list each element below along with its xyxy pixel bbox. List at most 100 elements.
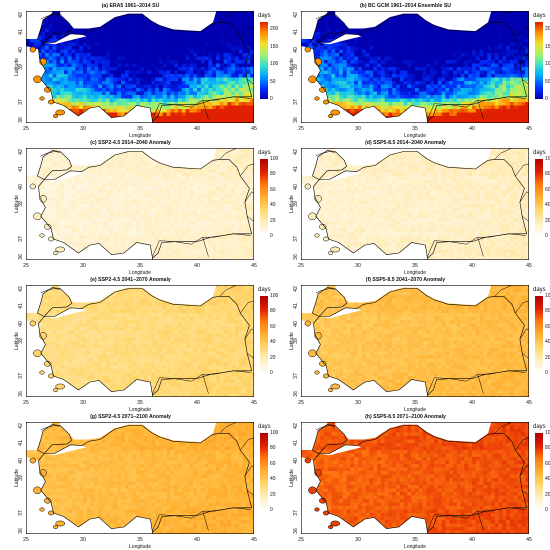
map-panel-d: (d) SSP5-8.5 2014–2040 Anomaly 25 30 35 40 45… — [283, 140, 550, 276]
map-frame — [26, 11, 254, 123]
island-0 — [33, 349, 42, 358]
island-5 — [304, 320, 311, 327]
colorbar-unit: days — [533, 13, 546, 19]
island-6 — [53, 388, 59, 392]
coastline-anatolia — [38, 425, 253, 533]
island-3 — [55, 520, 66, 527]
island-3 — [330, 383, 341, 390]
y-tick-label: 40 — [292, 320, 299, 327]
y-tick-label: 42 — [292, 11, 299, 18]
colorbar-tick-label: 40 — [270, 476, 276, 483]
border-7 — [202, 237, 209, 257]
island-5 — [304, 457, 311, 464]
island-5 — [304, 183, 311, 190]
panel-title: (b) BC GCM 1961–2014 Ensemble SU — [359, 3, 452, 9]
map-svg — [301, 148, 529, 260]
sea-mask-0 — [60, 11, 217, 32]
y-tick-label: 41 — [17, 303, 24, 309]
colorbar-tick-label: 80 — [270, 445, 276, 452]
colorbar-tick-label: 100 — [270, 156, 279, 162]
map-frame — [301, 422, 529, 534]
border-2 — [151, 526, 159, 534]
island-5 — [29, 320, 36, 327]
colorbar-tick-label: 80 — [270, 308, 276, 315]
coastline-anatolia — [38, 151, 253, 259]
y-tick-label: 36 — [17, 527, 24, 534]
island-3 — [330, 109, 341, 116]
map-area: 25 30 35 40 45 36 37 39 40 41 42 Latitude Longitude — [289, 422, 532, 550]
x-tick-label: 25 — [23, 536, 29, 543]
y-axis-label: Latitude — [14, 332, 20, 350]
border-7 — [477, 374, 484, 394]
panel-title: (f) SSP5-8.5 2041–2070 Anomaly — [365, 277, 446, 283]
colorbar — [535, 296, 543, 373]
island-3 — [330, 246, 341, 253]
coastline-anatolia — [38, 288, 253, 396]
y-tick-label: 36 — [17, 390, 24, 397]
y-tick-label: 40 — [292, 183, 299, 190]
y-tick-label: 42 — [17, 148, 24, 155]
x-axis-label: Longitude — [404, 406, 426, 413]
border-2 — [151, 252, 159, 260]
x-tick-label: 35 — [137, 536, 143, 543]
x-axis-label: Longitude — [404, 543, 426, 550]
y-tick-label: 36 — [292, 116, 299, 123]
x-tick-label: 45 — [251, 399, 257, 406]
colorbar-tick-label: 80 — [270, 171, 276, 178]
y-axis-label: Latitude — [14, 195, 20, 213]
sea-mask-0 — [60, 422, 217, 443]
island-0 — [308, 349, 317, 358]
x-tick-label: 45 — [251, 262, 257, 269]
y-tick-label: 37 — [292, 99, 299, 105]
x-axis-label: Longitude — [129, 543, 151, 550]
border-5 — [244, 191, 254, 203]
map-svg — [26, 148, 254, 260]
border-4 — [240, 26, 254, 40]
y-tick-label: 36 — [292, 253, 299, 260]
x-tick-label: 35 — [137, 125, 143, 132]
map-panel-a: (a) ERA5 1961–2014 SU 25 30 35 40 45 36 37 39 40 4… — [8, 3, 278, 139]
colorbar-tick-label: 60 — [270, 460, 276, 467]
colorbar-tick-label: 60 — [270, 323, 276, 330]
colorbar-tick-label: 0 — [270, 233, 273, 239]
island-6 — [328, 388, 334, 392]
colorbar-tick-label: 150 — [545, 43, 550, 50]
x-tick-label: 30 — [80, 262, 86, 269]
map-svg — [26, 11, 254, 123]
y-axis-label: Latitude — [289, 195, 295, 213]
x-tick-label: 35 — [412, 262, 418, 269]
border-4 — [240, 437, 254, 451]
y-tick-label: 41 — [292, 440, 299, 446]
colorbar-tick-label: 50 — [270, 78, 276, 85]
y-tick-label: 37 — [292, 373, 299, 379]
sea-mask-2 — [301, 11, 328, 39]
coastline-thrace — [37, 13, 72, 43]
border-0 — [40, 425, 61, 431]
map-svg — [301, 422, 529, 534]
border-5 — [244, 54, 254, 66]
x-tick-label: 45 — [526, 125, 532, 132]
y-tick-label: 36 — [292, 527, 299, 534]
island-0 — [33, 75, 42, 84]
island-6 — [53, 114, 59, 118]
sea-mask-0 — [335, 422, 492, 443]
map-area: 25 30 35 40 45 36 37 39 40 41 42 Latitude Longitude — [289, 285, 532, 413]
border-7 — [202, 511, 209, 531]
border-7 — [202, 100, 209, 120]
coastline-thrace — [312, 424, 347, 454]
island-0 — [33, 212, 42, 221]
y-tick-label: 41 — [17, 29, 24, 35]
colorbar-tick-label: 60 — [270, 186, 276, 193]
x-tick-label: 40 — [194, 262, 200, 269]
border-2 — [426, 252, 434, 260]
border-0 — [315, 425, 336, 431]
x-tick-label: 30 — [355, 262, 361, 269]
border-2 — [151, 389, 159, 397]
x-tick-label: 45 — [526, 399, 532, 406]
border-2 — [426, 526, 434, 534]
colorbar-unit: days — [258, 424, 271, 430]
y-axis-label: Latitude — [289, 332, 295, 350]
y-axis-label: Latitude — [14, 58, 20, 76]
island-7 — [314, 370, 320, 375]
colorbar — [260, 433, 268, 510]
